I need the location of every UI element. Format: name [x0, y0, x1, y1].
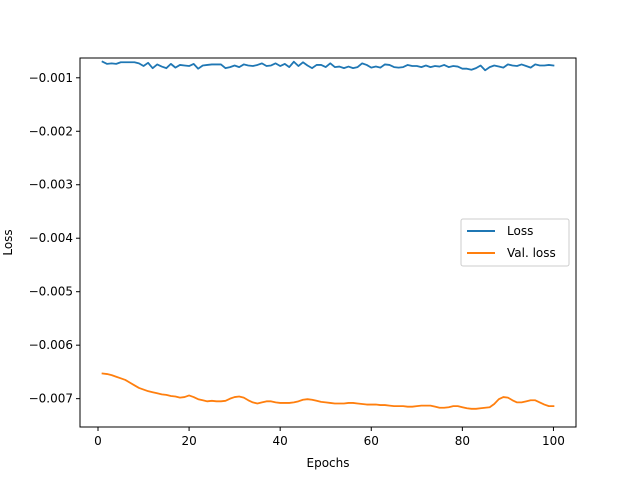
legend: Loss Val. loss [460, 218, 570, 267]
plot-frame [79, 57, 577, 428]
x-tick-label: 80 [455, 434, 470, 448]
legend-label-val-loss: Val. loss [507, 246, 556, 260]
y-tick-label: −0.007 [29, 392, 73, 406]
legend-label-loss: Loss [507, 224, 533, 238]
y-tick-label: −0.001 [29, 71, 73, 85]
y-tick-label: −0.006 [29, 338, 73, 352]
x-tick-label: 40 [273, 434, 288, 448]
y-tick-label: −0.004 [29, 231, 73, 245]
y-tick-label: −0.005 [29, 285, 73, 299]
x-tick-label: 20 [181, 434, 196, 448]
x-tick-label: 60 [364, 434, 379, 448]
series-layer [101, 60, 555, 410]
y-tick-label: −0.002 [29, 124, 73, 138]
series-line-val-loss [101, 372, 555, 410]
series-line-loss [101, 60, 555, 72]
x-axis-label: Epochs [307, 456, 350, 470]
y-axis-label: Loss [1, 229, 15, 255]
ticks-layer: 0 20 40 60 80 100 −0.001 −0.002 −0.003 −0.004 −0.0… [29, 71, 565, 448]
x-tick-label: 0 [94, 434, 102, 448]
y-tick-label: −0.003 [29, 178, 73, 192]
x-tick-label: 100 [542, 434, 565, 448]
